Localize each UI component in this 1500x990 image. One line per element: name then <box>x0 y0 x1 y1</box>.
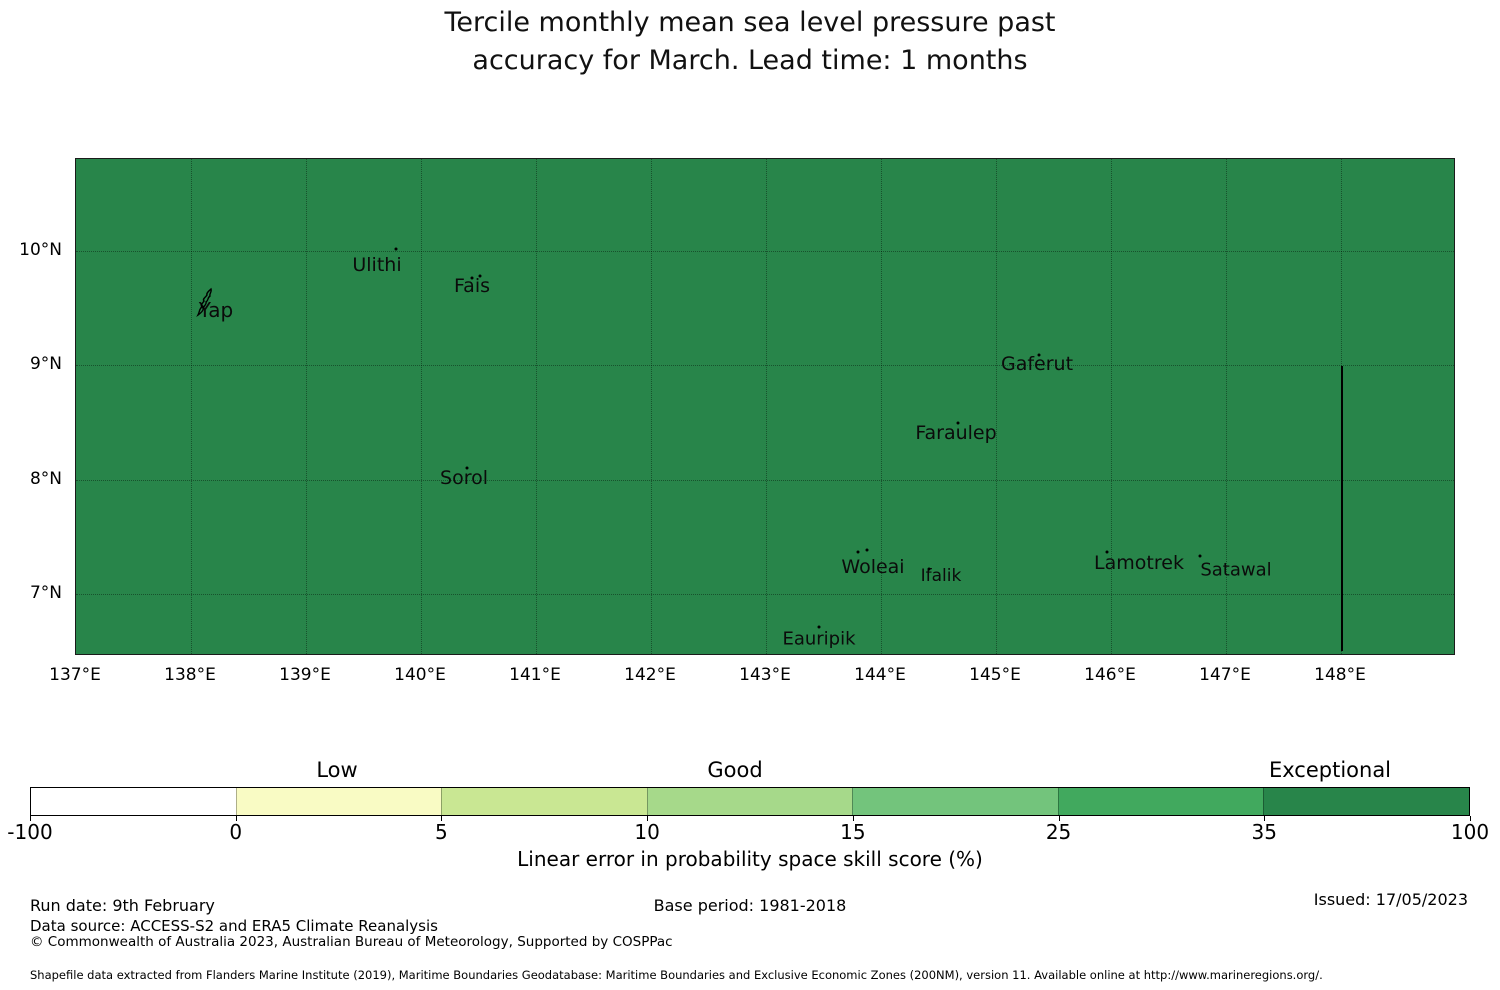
island-label: Sorol <box>440 467 488 489</box>
colorbar-tick-label: 100 <box>1450 820 1490 844</box>
y-tick-label: 10°N <box>19 240 62 260</box>
island-dot <box>817 625 821 629</box>
grid-line-vertical <box>881 159 882 654</box>
colorbar <box>30 787 1470 816</box>
island-label: Fais <box>453 275 491 297</box>
island-label: Faraulep <box>915 422 997 444</box>
colorbar-zone-label: Low <box>316 758 358 782</box>
x-tick-label: 146°E <box>1084 665 1136 685</box>
yap-island-outline <box>196 287 212 318</box>
map-area: Yap Ulithi Fais Sorol Gaferut Faraulep Woleai I… <box>75 158 1455 655</box>
island-dot <box>470 276 474 280</box>
eez-boundary-line <box>1341 366 1343 651</box>
island-label: Satawal <box>1200 559 1272 581</box>
grid-line-horizontal <box>76 251 1454 252</box>
island-label: Ifalik <box>920 566 962 586</box>
island-dot <box>927 567 931 571</box>
colorbar-tick-label: 5 <box>435 820 448 844</box>
figure-title: Tercile monthly mean sea level pressure … <box>0 4 1500 80</box>
grid-line-vertical <box>1226 159 1227 654</box>
colorbar-tick-label: 15 <box>840 820 866 844</box>
x-tick-label: 143°E <box>739 665 791 685</box>
colorbar-tick-label: 35 <box>1251 820 1278 844</box>
island-dot <box>1037 353 1041 357</box>
colorbar-tick <box>235 816 237 821</box>
colorbar-tick-label: 25 <box>1045 820 1072 844</box>
colorbar-tick-label: 10 <box>634 820 660 844</box>
data-source: Data source: ACCESS-S2 and ERA5 Climate … <box>30 917 438 935</box>
island-dot <box>394 247 398 251</box>
colorbar-tick <box>1470 816 1471 821</box>
colorbar-zone-label: Exceptional <box>1268 758 1392 782</box>
y-tick-label: 9°N <box>29 354 62 374</box>
x-tick-label: 142°E <box>624 665 676 685</box>
figure-title-line1: Tercile monthly mean sea level pressure … <box>444 7 1056 38</box>
island-dot <box>465 466 469 470</box>
colorbar-tick <box>1264 816 1266 821</box>
y-tick-label: 8°N <box>29 469 62 489</box>
colorbar-tick-label: 0 <box>229 820 243 844</box>
grid-line-vertical <box>766 159 767 654</box>
grid-line-vertical <box>996 159 997 654</box>
x-tick-label: 144°E <box>854 665 906 685</box>
colorbar-segment <box>441 788 647 815</box>
island-dot <box>1198 554 1202 558</box>
grid-line-vertical <box>191 159 192 654</box>
run-date: Run date: 9th February <box>30 896 215 915</box>
x-tick-label: 148°E <box>1314 665 1366 685</box>
grid-line-horizontal <box>76 594 1454 595</box>
island-label: Woleai <box>841 556 905 578</box>
colorbar-axis-label: Linear error in probability space skill … <box>517 847 983 871</box>
island-dot <box>865 548 869 552</box>
grid-line-vertical <box>651 159 652 654</box>
grid-line-vertical <box>306 159 307 654</box>
colorbar-zone-label: Good <box>707 758 763 782</box>
colorbar-tick <box>441 816 443 821</box>
colorbar-tick <box>30 816 31 821</box>
x-tick-label: 140°E <box>394 665 446 685</box>
x-tick-label: 141°E <box>509 665 561 685</box>
x-tick-label: 138°E <box>164 665 216 685</box>
island-dot <box>478 274 482 278</box>
island-label: Eauripik <box>782 628 856 650</box>
colorbar-segment <box>1057 788 1264 815</box>
colorbar-tick <box>1058 816 1060 821</box>
colorbar-segment <box>852 788 1058 815</box>
x-tick-label: 139°E <box>279 665 331 685</box>
issued-date: Issued: 17/05/2023 <box>1313 890 1468 909</box>
grid-line-vertical <box>421 159 422 654</box>
colorbar-segment <box>235 788 442 815</box>
copyright-line: © Commonwealth of Australia 2023, Austra… <box>30 934 673 950</box>
island-label: Gaferut <box>1000 353 1074 375</box>
colorbar-tick-label: -100 <box>7 820 53 844</box>
x-tick-label: 147°E <box>1199 665 1251 685</box>
grid-line-horizontal <box>76 480 1454 481</box>
figure-title-line2: accuracy for March. Lead time: 1 months <box>472 45 1028 76</box>
shapefile-note: Shapefile data extracted from Flanders M… <box>30 968 1323 982</box>
island-label: Yap <box>198 298 234 322</box>
island-label: Ulithi <box>352 254 402 276</box>
colorbar-segment <box>646 788 853 815</box>
colorbar-tick <box>647 816 649 821</box>
island-label: Lamotrek <box>1094 552 1184 574</box>
grid-line-vertical <box>1111 159 1112 654</box>
grid-line-horizontal <box>76 365 1454 366</box>
x-tick-label: 145°E <box>969 665 1021 685</box>
island-dot <box>856 550 860 554</box>
grid-line-vertical <box>536 159 537 654</box>
island-dot <box>1105 550 1109 554</box>
colorbar-segment <box>1263 788 1470 815</box>
island-dot <box>956 421 960 425</box>
colorbar-segment <box>31 788 236 815</box>
base-period: Base period: 1981-2018 <box>653 896 847 915</box>
x-tick-label: 137°E <box>49 665 101 685</box>
colorbar-tick <box>852 816 854 821</box>
y-tick-label: 7°N <box>29 583 62 603</box>
